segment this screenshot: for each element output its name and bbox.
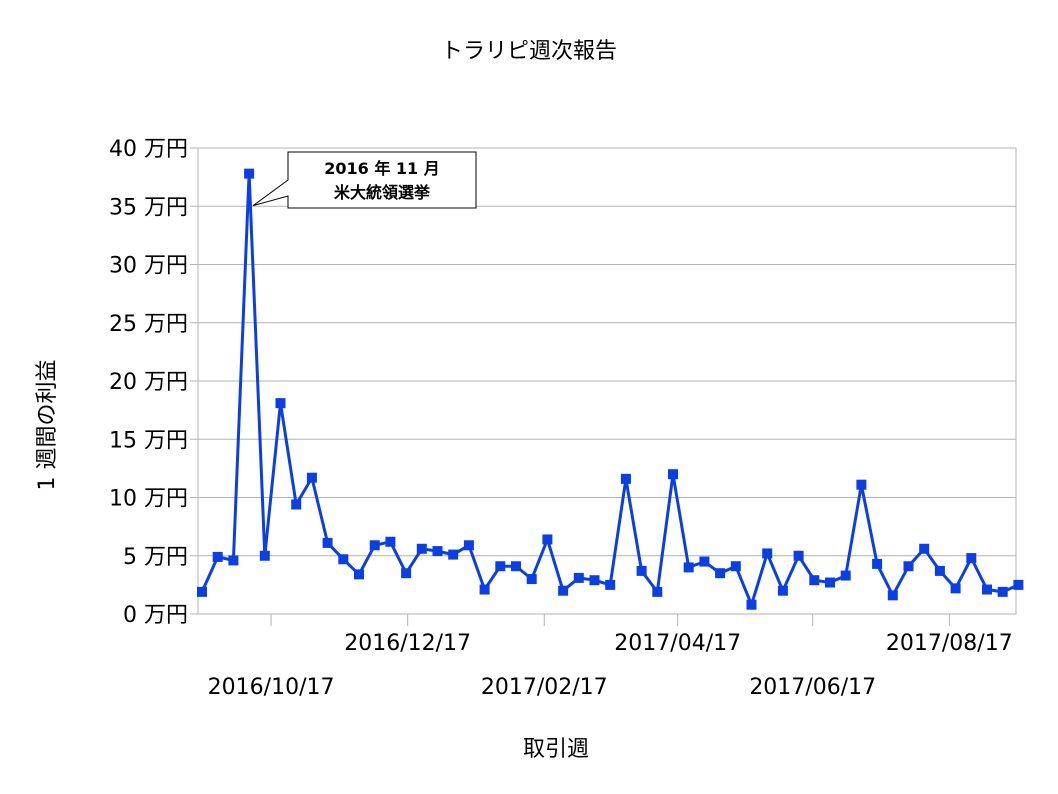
data-point-marker xyxy=(887,590,898,601)
callout-text-line: 2016 年 11 月 xyxy=(324,159,440,178)
data-point-marker xyxy=(620,473,631,484)
data-point-marker xyxy=(306,472,317,483)
gridlines xyxy=(198,147,1016,615)
data-point-marker xyxy=(369,540,380,551)
data-point-marker xyxy=(872,558,883,569)
series-group xyxy=(197,168,1024,610)
data-point-marker xyxy=(542,534,553,545)
data-point-marker xyxy=(856,479,867,490)
data-point-marker xyxy=(291,499,302,510)
data-point-marker xyxy=(668,469,678,480)
data-point-marker xyxy=(511,561,521,572)
data-point-marker xyxy=(715,568,726,579)
data-point-marker xyxy=(840,570,851,581)
data-point-marker xyxy=(338,554,349,565)
data-point-marker xyxy=(966,553,977,564)
data-point-marker xyxy=(825,577,835,588)
data-point-marker xyxy=(322,537,333,548)
data-point-marker xyxy=(1013,579,1024,590)
data-point-marker xyxy=(385,536,396,547)
x-tick-label: 2017/02/17 xyxy=(481,675,608,700)
data-point-marker xyxy=(495,561,506,572)
x-tick-label: 2017/08/17 xyxy=(886,631,1013,656)
y-tick-label: 0 万円 xyxy=(123,603,188,628)
data-point-marker xyxy=(479,584,490,595)
data-point-marker xyxy=(652,586,663,597)
y-tick-label: 10 万円 xyxy=(109,487,188,512)
x-tick-label: 2017/04/17 xyxy=(614,631,741,656)
y-tick-label: 30 万円 xyxy=(109,254,188,279)
data-point-marker xyxy=(589,575,600,586)
chart-title: トラリピ週次報告 xyxy=(441,39,617,64)
data-point-marker xyxy=(934,565,945,576)
data-point-marker xyxy=(275,398,286,409)
data-point-marker xyxy=(950,583,961,594)
data-point-marker xyxy=(605,579,616,590)
x-tick-label: 2016/10/17 xyxy=(208,675,335,700)
callout-text-line: 米大統領選挙 xyxy=(334,183,430,202)
data-point-marker xyxy=(777,585,788,596)
x-tick-label: 2016/12/17 xyxy=(344,631,471,656)
y-tick-label: 35 万円 xyxy=(109,195,188,220)
x-axis-ticks: 2016/10/17 2016/12/17 2017/02/172017/04/17… xyxy=(208,614,1013,700)
data-point-marker xyxy=(982,584,992,595)
data-point-marker xyxy=(997,586,1008,597)
y-tick-label: 15 万円 xyxy=(109,428,188,453)
data-point-marker xyxy=(354,569,364,580)
y-axis-title: 1 週間の利益 xyxy=(35,360,60,491)
data-point-marker xyxy=(683,562,694,573)
data-point-marker xyxy=(746,599,757,610)
data-point-marker xyxy=(259,550,270,561)
data-point-marker xyxy=(448,549,459,560)
data-point-marker xyxy=(730,561,741,572)
data-point-marker xyxy=(558,585,569,596)
y-tick-label: 25 万円 xyxy=(109,312,188,337)
data-point-marker xyxy=(244,168,255,179)
callout-box xyxy=(252,151,477,209)
data-point-marker xyxy=(228,555,239,566)
x-axis-title: 取引週 xyxy=(523,737,589,762)
data-point-marker xyxy=(463,540,474,551)
data-point-marker xyxy=(809,575,820,586)
data-point-marker xyxy=(636,565,647,576)
data-point-marker xyxy=(212,551,223,562)
data-point-marker xyxy=(699,556,710,567)
data-point-marker xyxy=(416,543,427,554)
y-tick-label: 40 万円 xyxy=(109,137,188,162)
y-tick-label: 5 万円 xyxy=(123,545,188,570)
data-point-marker xyxy=(573,572,584,583)
data-point-marker xyxy=(903,561,914,572)
data-point-marker xyxy=(432,546,443,557)
y-axis-ticks: 0 万円 5 万円 10 万円 15 万円 20 万円 25 万円 30 万円 35 万円 40… xyxy=(109,137,198,628)
data-point-marker xyxy=(919,543,930,554)
x-tick-label: 2017/06/17 xyxy=(749,675,876,700)
data-point-marker xyxy=(197,586,207,597)
data-point-marker xyxy=(793,550,804,561)
y-tick-label: 20 万円 xyxy=(109,370,188,395)
data-point-marker xyxy=(526,574,537,585)
data-point-marker xyxy=(401,568,412,579)
data-point-marker xyxy=(762,548,773,559)
